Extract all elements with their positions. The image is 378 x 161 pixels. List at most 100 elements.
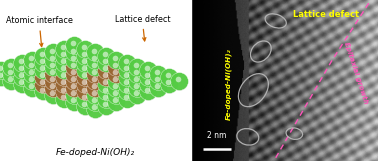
Point <box>61 78 67 80</box>
Point <box>61 92 67 95</box>
Point <box>145 78 151 80</box>
Point <box>155 81 161 84</box>
Point <box>40 85 46 88</box>
Point <box>71 103 77 105</box>
Point <box>71 72 77 75</box>
Point <box>124 90 130 93</box>
Point <box>60 81 66 84</box>
Point <box>135 94 141 96</box>
Point <box>103 106 109 109</box>
Point <box>166 76 172 79</box>
Point <box>40 90 46 93</box>
Point <box>8 67 14 70</box>
Point <box>29 87 36 89</box>
Point <box>82 55 88 57</box>
Point <box>135 81 141 84</box>
Point <box>133 78 139 80</box>
Point <box>103 90 109 93</box>
Point <box>40 69 46 71</box>
Point <box>122 88 129 91</box>
Point <box>155 74 161 77</box>
Point <box>49 71 55 73</box>
Point <box>113 58 119 61</box>
Point <box>135 65 141 68</box>
Point <box>49 78 55 80</box>
Point <box>113 89 119 91</box>
Point <box>124 76 130 79</box>
Point <box>103 92 109 95</box>
Point <box>113 101 119 103</box>
Point <box>81 102 87 105</box>
Point <box>71 81 77 84</box>
Point <box>164 81 170 84</box>
Point <box>82 76 88 79</box>
Point <box>113 94 119 96</box>
Point <box>81 60 87 62</box>
Point <box>61 64 67 66</box>
Point <box>82 64 88 66</box>
Point <box>81 74 87 77</box>
Point <box>166 83 172 86</box>
Point <box>70 85 76 87</box>
Point <box>39 67 45 70</box>
Point <box>112 78 118 80</box>
Point <box>82 85 88 88</box>
Point <box>50 74 56 77</box>
Point <box>102 88 108 91</box>
Point <box>71 89 77 91</box>
Point <box>177 80 183 82</box>
Point <box>50 81 56 84</box>
Point <box>113 72 119 75</box>
Point <box>81 46 87 48</box>
Point <box>92 53 98 56</box>
Point <box>29 60 36 63</box>
Text: Fe-doped-Ni(OH)₂: Fe-doped-Ni(OH)₂ <box>56 148 135 157</box>
Point <box>92 96 98 98</box>
Point <box>50 87 56 89</box>
Point <box>133 63 139 66</box>
Point <box>102 53 108 55</box>
Point <box>39 53 45 55</box>
Point <box>19 64 25 66</box>
Point <box>70 71 76 73</box>
Point <box>60 88 66 91</box>
Point <box>71 58 77 61</box>
Point <box>0 67 3 70</box>
Point <box>82 97 88 100</box>
Point <box>91 106 97 109</box>
Point <box>124 83 130 86</box>
Point <box>81 95 87 98</box>
Point <box>91 92 97 94</box>
Point <box>102 74 108 77</box>
Point <box>122 95 129 98</box>
Point <box>92 87 98 89</box>
Point <box>61 50 67 52</box>
Point <box>61 69 67 71</box>
Point <box>70 56 76 59</box>
Point <box>91 63 97 66</box>
Point <box>82 90 88 93</box>
Point <box>145 85 151 88</box>
Point <box>18 74 24 77</box>
Point <box>124 97 130 100</box>
Point <box>145 92 151 95</box>
Point <box>50 72 56 75</box>
Point <box>71 87 77 89</box>
Point <box>155 80 161 82</box>
Point <box>124 85 130 88</box>
Point <box>49 92 55 94</box>
Point <box>61 99 67 102</box>
Point <box>40 64 46 66</box>
Point <box>82 62 88 64</box>
Point <box>135 96 141 98</box>
Point <box>70 99 76 101</box>
Point <box>0 74 3 77</box>
Point <box>103 97 109 100</box>
Point <box>91 85 97 87</box>
Point <box>92 60 98 63</box>
Point <box>124 78 130 80</box>
Point <box>28 56 34 59</box>
Point <box>92 94 98 96</box>
Point <box>40 92 46 95</box>
Point <box>40 57 46 59</box>
